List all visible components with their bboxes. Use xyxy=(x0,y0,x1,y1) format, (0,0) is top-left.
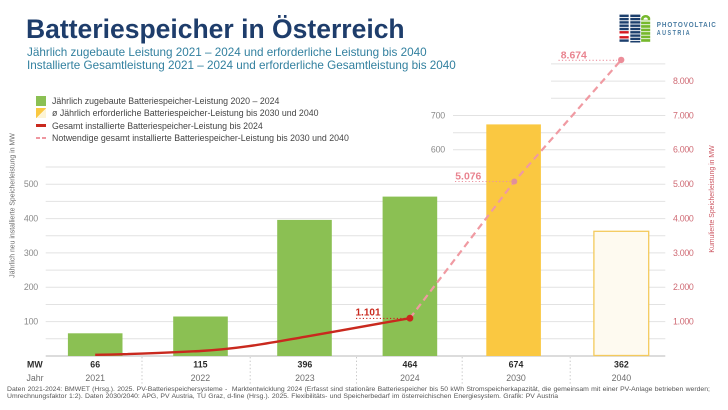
svg-text:1.000: 1.000 xyxy=(673,317,694,327)
svg-text:1.101: 1.101 xyxy=(355,308,380,319)
svg-text:5.076: 5.076 xyxy=(455,172,481,183)
svg-text:464: 464 xyxy=(403,359,418,369)
svg-text:6.000: 6.000 xyxy=(673,145,694,155)
svg-text:2022: 2022 xyxy=(191,373,211,383)
svg-text:PHOTOVOLTAIC: PHOTOVOLTAIC xyxy=(657,22,717,30)
svg-text:2030: 2030 xyxy=(506,373,526,383)
svg-text:MW: MW xyxy=(27,359,43,369)
svg-text:500: 500 xyxy=(24,179,38,189)
svg-text:115: 115 xyxy=(193,359,207,369)
svg-text:2023: 2023 xyxy=(295,373,315,383)
svg-text:2024: 2024 xyxy=(400,373,420,383)
svg-text:Jahr: Jahr xyxy=(27,373,44,383)
svg-text:Jährlich neu installierte Spei: Jährlich neu installierte Speicherleistu… xyxy=(10,133,17,278)
svg-text:300: 300 xyxy=(24,248,38,258)
svg-text:362: 362 xyxy=(614,359,629,369)
svg-text:8.674: 8.674 xyxy=(561,51,587,62)
svg-text:2040: 2040 xyxy=(612,373,632,383)
svg-text:5.000: 5.000 xyxy=(673,179,694,189)
svg-text:100: 100 xyxy=(24,317,38,327)
svg-text:400: 400 xyxy=(24,214,38,224)
svg-text:66: 66 xyxy=(90,359,100,369)
svg-text:200: 200 xyxy=(24,282,38,292)
svg-text:3.000: 3.000 xyxy=(673,248,694,258)
svg-text:8.000: 8.000 xyxy=(673,76,694,86)
svg-text:AUSTRIA: AUSTRIA xyxy=(657,29,691,37)
svg-text:2.000: 2.000 xyxy=(673,282,694,292)
svg-text:7.000: 7.000 xyxy=(673,110,694,120)
svg-text:674: 674 xyxy=(509,359,524,369)
svg-text:4.000: 4.000 xyxy=(673,214,694,224)
svg-text:2021: 2021 xyxy=(85,373,105,383)
svg-text:Kumulierte Speicherleistung in: Kumulierte Speicherleistung in MW xyxy=(709,145,716,253)
svg-text:396: 396 xyxy=(298,359,313,369)
svg-text:600: 600 xyxy=(431,145,445,155)
svg-text:700: 700 xyxy=(431,110,445,120)
